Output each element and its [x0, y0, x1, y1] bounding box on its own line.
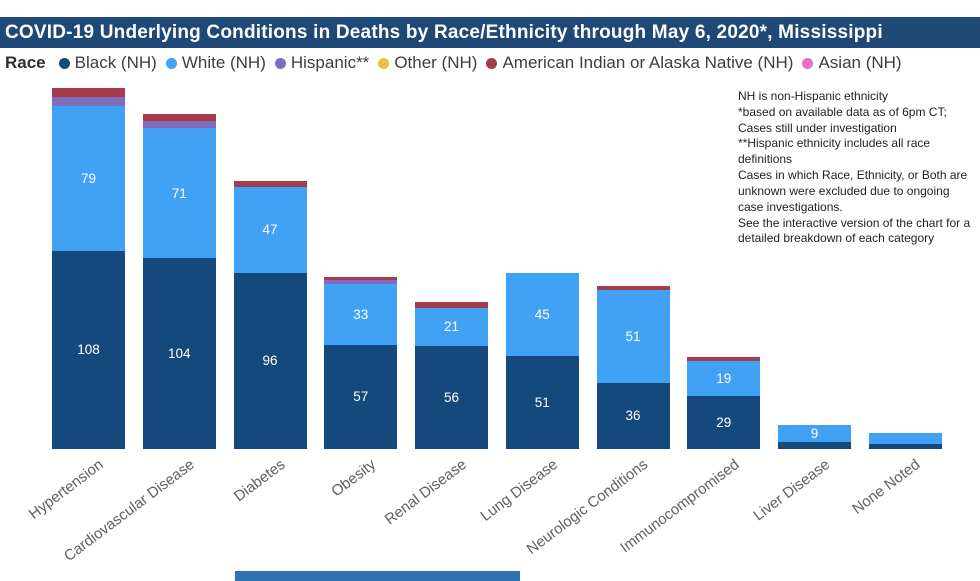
x-axis-label-none-noted: None Noted: [849, 456, 924, 518]
bar-segment-black-nh[interactable]: 108: [52, 251, 125, 449]
legend-color-dot: [802, 57, 814, 69]
bar-cardiovascular-disease: 104 71: [142, 113, 216, 449]
bar-segment-american-indian-or-alaska-native-nh[interactable]: [596, 285, 670, 290]
segment-value-label: 19: [716, 370, 732, 386]
legend-item-label: Hispanic**: [290, 53, 370, 72]
legend-item-label: Other (NH): [394, 53, 478, 72]
segment-value-label: 56: [443, 389, 460, 405]
legend-color-dot: [486, 57, 498, 69]
legend-color-dot: [378, 57, 390, 69]
x-axis-label-obesity: Obesity: [328, 456, 379, 501]
legend-item-hispanic[interactable]: Hispanic**: [274, 53, 370, 73]
bar-segment-hispanic[interactable]: [142, 120, 216, 129]
legend-color-dot: [274, 57, 286, 69]
segment-value-label: 51: [534, 394, 550, 410]
chart-title-bar: COVID-19 Underlying Conditions in Deaths…: [0, 17, 980, 48]
segment-value-label: 79: [80, 170, 97, 186]
bar-segment-white-nh[interactable]: [868, 432, 942, 444]
bar-segment-black-nh[interactable]: 56: [415, 346, 488, 449]
bar-immunocompromised: 29 19: [687, 357, 761, 449]
legend-item-other-nh[interactable]: Other (NH): [378, 53, 477, 73]
bar-segment-white-nh[interactable]: 21: [415, 307, 488, 347]
bar-segment-white-nh[interactable]: 9: [778, 425, 851, 442]
bar-segment-american-indian-or-alaska-native-nh[interactable]: [52, 87, 125, 98]
segment-value-label: 51: [625, 328, 641, 344]
bar-segment-black-nh[interactable]: 104: [142, 258, 216, 449]
segment-value-label: 33: [353, 306, 369, 322]
legend-title: Race: [5, 53, 46, 72]
segment-value-label: 71: [171, 185, 187, 201]
bar-neurologic-conditions: 36 51: [596, 285, 670, 449]
legend-item-american-indian-or-alaska-native-nh[interactable]: American Indian or Alaska Native (NH): [486, 53, 793, 73]
bar-segment-white-nh[interactable]: 47: [233, 186, 307, 274]
bar-diabetes: 96 47: [233, 181, 307, 449]
x-axis-label-lung-disease: Lung Disease: [476, 456, 561, 525]
legend-item-black-nh[interactable]: Black (NH): [58, 53, 157, 73]
note-line: *based on available data as of 6pm CT;: [738, 104, 947, 119]
bar-segment-black-nh[interactable]: 36: [596, 383, 670, 449]
x-axis-label-hypertension: Hypertension: [25, 456, 107, 523]
bar-renal-disease: 56 21: [415, 302, 488, 449]
legend-item-label: White (NH): [181, 53, 266, 72]
bar-segment-white-nh[interactable]: 19: [687, 361, 761, 396]
segment-value-label: 9: [810, 425, 819, 441]
segment-value-label: 36: [625, 408, 641, 424]
bar-segment-black-nh[interactable]: [868, 443, 942, 449]
segment-value-label: 96: [262, 353, 278, 369]
segment-value-label: 104: [167, 345, 191, 361]
note-line: **Hispanic ethnicity includes all race d…: [738, 136, 931, 167]
segment-value-label: 21: [443, 319, 460, 335]
x-axis-label-renal-disease: Renal Disease: [381, 456, 470, 529]
bar-liver-disease: 9: [778, 425, 851, 449]
x-axis-label-liver-disease: Liver Disease: [749, 456, 833, 525]
legend-item-asian-nh[interactable]: Asian (NH): [802, 53, 902, 73]
legend-item-white-nh[interactable]: White (NH): [165, 53, 266, 73]
note-line: See the interactive version of the chart…: [738, 215, 971, 246]
bar-lung-disease: 51 45: [505, 273, 579, 449]
bar-segment-white-nh[interactable]: 71: [142, 128, 216, 259]
bar-segment-american-indian-or-alaska-native-nh[interactable]: [324, 276, 398, 281]
segment-value-label: 45: [534, 306, 550, 322]
bar-segment-white-nh[interactable]: 45: [505, 273, 579, 356]
segment-value-label: 29: [716, 414, 732, 430]
note-line: Cases in which Race, Ethnicity, or Both …: [738, 168, 968, 214]
bar-segment-american-indian-or-alaska-native-nh[interactable]: [142, 113, 216, 121]
segment-value-label: 108: [77, 342, 100, 358]
legend-item-label: Black (NH): [74, 53, 157, 72]
bar-segment-hispanic[interactable]: [52, 97, 125, 107]
x-axis-label-diabetes: Diabetes: [230, 456, 289, 506]
segment-value-label: 57: [353, 389, 369, 404]
horizontal-scrollbar-thumb[interactable]: [235, 571, 520, 581]
bar-segment-american-indian-or-alaska-native-nh[interactable]: [687, 357, 761, 362]
chart-legend: Race Black (NH) White (NH) Hispanic** Other…: [5, 51, 911, 75]
bar-none-noted: [868, 432, 942, 449]
bar-segment-black-nh[interactable]: 57: [324, 344, 398, 449]
bar-segment-white-nh[interactable]: 51: [596, 289, 670, 384]
bar-segment-black-nh[interactable]: [778, 441, 851, 449]
legend-color-dot: [58, 57, 70, 69]
bar-hypertension: 108 79: [52, 87, 125, 449]
legend-item-label: American Indian or Alaska Native (NH): [502, 53, 794, 72]
bar-segment-american-indian-or-alaska-native-nh[interactable]: [415, 302, 488, 308]
bar-segment-hispanic[interactable]: [324, 280, 398, 285]
page-title: COVID-19 Underlying Conditions in Deaths…: [5, 21, 883, 43]
bar-segment-white-nh[interactable]: 79: [52, 106, 125, 252]
bar-segment-american-indian-or-alaska-native-nh[interactable]: [233, 181, 307, 187]
bar-segment-black-nh[interactable]: 96: [233, 273, 307, 449]
note-line: NH is non-Hispanic ethnicity: [738, 89, 889, 103]
note-line: Cases still under investigation: [738, 120, 897, 135]
bar-obesity: 57 33: [324, 276, 398, 449]
bar-segment-white-nh[interactable]: 33: [324, 284, 398, 345]
bar-segment-black-nh[interactable]: 51: [505, 355, 579, 449]
notes-block: NH is non-Hispanic ethnicity *based on a…: [738, 89, 976, 247]
legend-color-dot: [165, 57, 177, 69]
segment-value-label: 47: [262, 222, 278, 238]
bar-segment-black-nh[interactable]: 29: [687, 395, 761, 449]
legend-item-label: Asian (NH): [818, 53, 902, 72]
